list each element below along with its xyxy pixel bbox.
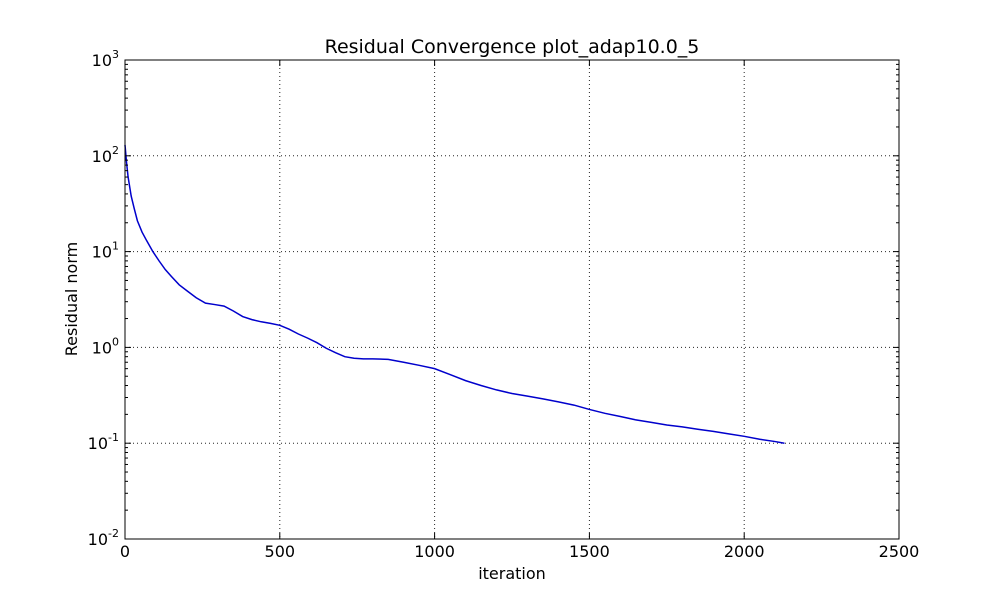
y-tick-base: 10 bbox=[88, 434, 108, 453]
y-tick-exponent: -1 bbox=[108, 431, 119, 444]
y-tick-label: 10-1 bbox=[88, 431, 119, 453]
y-tick-label: 10-2 bbox=[88, 527, 119, 549]
y-tick-exponent: 3 bbox=[112, 48, 119, 61]
x-tick-label: 0 bbox=[120, 542, 130, 561]
y-tick-exponent: 0 bbox=[112, 335, 119, 348]
grid-layer bbox=[125, 60, 899, 539]
x-tick-label: 1500 bbox=[569, 542, 610, 561]
y-tick-exponent: 1 bbox=[112, 240, 119, 253]
y-tick-base: 10 bbox=[88, 530, 108, 549]
y-tick-base: 10 bbox=[92, 51, 112, 70]
y-tick-exponent: -2 bbox=[108, 527, 119, 540]
y-tick-base: 10 bbox=[92, 338, 112, 357]
x-tick-label: 1000 bbox=[414, 542, 455, 561]
x-axis-label: iteration bbox=[478, 564, 546, 583]
tick-layer bbox=[124, 59, 900, 540]
y-tick-label: 101 bbox=[92, 240, 119, 262]
y-tick-label: 103 bbox=[92, 48, 119, 70]
y-tick-label: 102 bbox=[92, 144, 119, 166]
plot-frame bbox=[124, 59, 900, 540]
x-tick-label: 2500 bbox=[879, 542, 920, 561]
series-layer bbox=[124, 144, 785, 444]
y-tick-exponent: 2 bbox=[112, 144, 119, 157]
y-tick-base: 10 bbox=[92, 147, 112, 166]
x-tick-label: 500 bbox=[265, 542, 296, 561]
x-tick-label: 2000 bbox=[724, 542, 765, 561]
y-axis-label: Residual norm bbox=[62, 242, 81, 356]
chart-title: Residual Convergence plot_adap10.0_5 bbox=[325, 36, 700, 58]
y-tick-label: 100 bbox=[92, 335, 119, 357]
y-tick-base: 10 bbox=[92, 243, 112, 262]
series-line bbox=[124, 144, 785, 444]
